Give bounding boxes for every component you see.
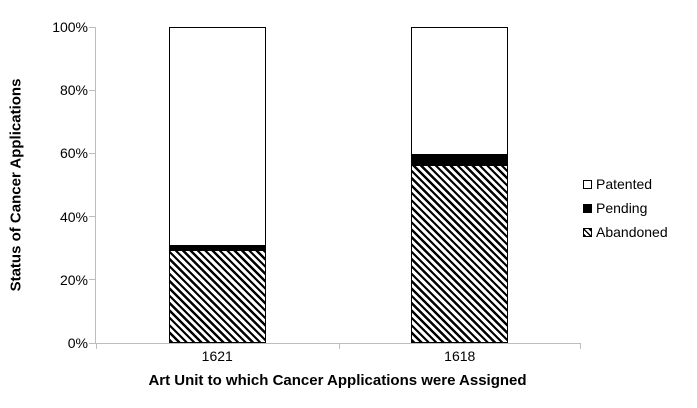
category-label-1618: 1618: [444, 348, 476, 364]
y-axis-title: Status of Cancer Applications: [7, 78, 25, 292]
legend-item-abandoned: Abandoned: [583, 220, 668, 244]
category-label-1621: 1621: [201, 348, 233, 364]
y-tick-mark: [89, 152, 95, 154]
x-tick-mark: [580, 343, 581, 349]
x-tick-mark: [96, 343, 97, 349]
y-tick-mark: [89, 279, 95, 281]
bar-1618: [411, 27, 509, 343]
legend-label-pending: Pending: [596, 200, 648, 216]
x-axis-title: Art Unit to which Cancer Applications we…: [148, 372, 527, 389]
bar-1621-segment-pending: [169, 244, 265, 251]
y-tick-label: 60%: [59, 145, 88, 162]
y-tick-label: 0%: [67, 335, 88, 351]
legend-label-patented: Patented: [596, 176, 653, 192]
y-tick-label: 80%: [59, 82, 88, 99]
y-tick-label: 20%: [59, 271, 88, 288]
bar-1621-segment-patented: [169, 28, 265, 245]
legend: Patented Pending Abandoned: [583, 172, 668, 244]
y-axis-tick-labels: 0% 20% 40% 60% 80% 100%: [28, 20, 88, 350]
y-tick-mark: [89, 216, 95, 218]
diagonal-hatch-swatch-icon: [583, 227, 592, 237]
y-tick-label: 40%: [59, 208, 88, 225]
solid-black-swatch-icon: [583, 203, 592, 213]
bar-1621: [168, 27, 266, 343]
y-tick-mark: [89, 89, 95, 91]
bar-1618-segment-patented: [412, 28, 508, 154]
legend-label-abandoned: Abandoned: [596, 224, 668, 240]
plot-area: 1621 1618: [89, 26, 581, 364]
bar-1618-segment-pending: [412, 153, 508, 167]
y-tick-label: 100%: [52, 19, 88, 35]
legend-item-patented: Patented: [583, 172, 668, 196]
y-tick-mark: [89, 342, 95, 344]
bar-1621-segment-abandoned: [169, 250, 265, 342]
x-tick-mark: [338, 343, 340, 349]
bar-1618-segment-abandoned: [412, 166, 508, 342]
y-tick-mark: [89, 26, 95, 28]
white-swatch-icon: [583, 179, 592, 189]
legend-item-pending: Pending: [583, 196, 668, 220]
